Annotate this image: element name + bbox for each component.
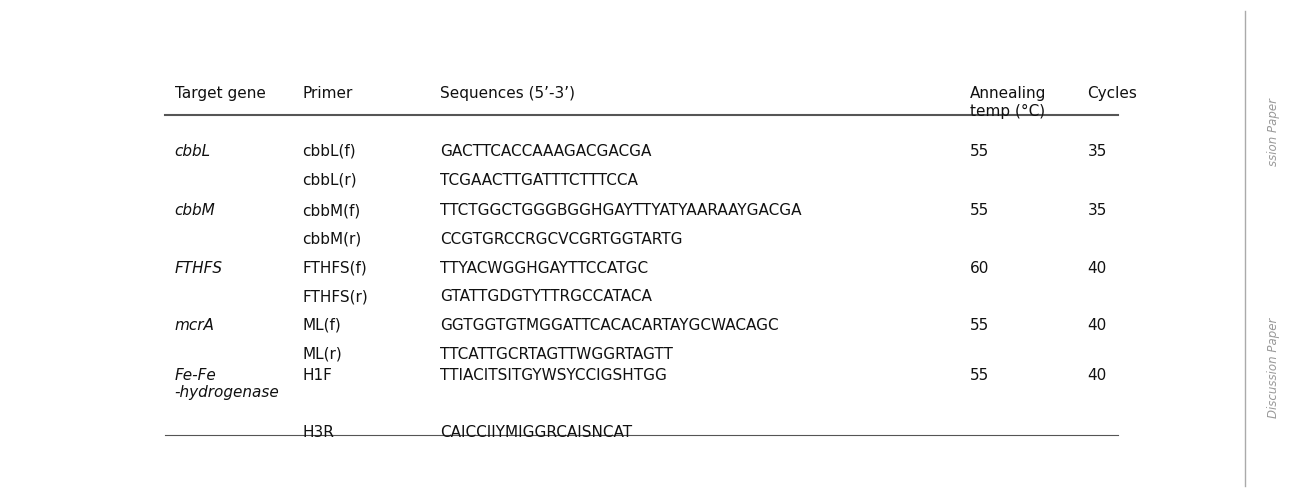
Text: FTHFS(f): FTHFS(f)	[303, 260, 367, 275]
Text: 55: 55	[970, 318, 990, 333]
Text: Fe-Fe
-hydrogenase: Fe-Fe -hydrogenase	[175, 368, 279, 400]
Text: TTYACWGGHGAYTTCCATGC: TTYACWGGHGAYTTCCATGC	[440, 260, 647, 275]
Text: cbbM(f): cbbM(f)	[303, 203, 361, 218]
Text: 55: 55	[970, 203, 990, 218]
Text: H1F: H1F	[303, 368, 332, 383]
Text: TTCTGGCTGGGBGGHGAYTTYATYAARAAYGACGA: TTCTGGCTGGGBGGHGAYTTYATYAARAAYGACGA	[440, 203, 801, 218]
Text: cbbL(r): cbbL(r)	[303, 172, 357, 187]
Text: cbbL(f): cbbL(f)	[303, 144, 355, 159]
Text: Sequences (5’-3’): Sequences (5’-3’)	[440, 86, 575, 101]
Text: 40: 40	[1087, 318, 1107, 333]
Text: TTIACITSITGYWSYCCIGSHTGG: TTIACITSITGYWSYCCIGSHTGG	[440, 368, 667, 383]
Text: cbbL: cbbL	[175, 144, 211, 159]
Text: 35: 35	[1087, 144, 1107, 159]
Text: GGTGGTGTMGGATTCACACARTAYGCWACAGC: GGTGGTGTMGGATTCACACARTAYGCWACAGC	[440, 318, 779, 333]
Text: TCGAACTTGATTTCTTTCCA: TCGAACTTGATTTCTTTCCA	[440, 172, 638, 187]
Text: H3R: H3R	[303, 425, 334, 440]
Text: Annealing
temp (°C): Annealing temp (°C)	[970, 86, 1046, 119]
Text: ML(r): ML(r)	[303, 347, 342, 362]
Text: GTATTGDGTYTTRGCCATACA: GTATTGDGTYTTRGCCATACA	[440, 289, 651, 304]
Text: 40: 40	[1087, 368, 1107, 383]
Text: GACTTCACCAAAGACGACGA: GACTTCACCAAAGACGACGA	[440, 144, 651, 159]
Text: mcrA: mcrA	[175, 318, 215, 333]
Text: TTCATTGCRTAGTTWGGRTAGTT: TTCATTGCRTAGTTWGGRTAGTT	[440, 347, 672, 362]
Text: 60: 60	[970, 260, 990, 275]
Text: ssion Paper: ssion Paper	[1267, 98, 1280, 166]
Text: CCGTGRCCRGCVCGRTGGTARTG: CCGTGRCCRGCVCGRTGGTARTG	[440, 232, 683, 247]
Text: Cycles: Cycles	[1087, 86, 1137, 101]
Text: Target gene: Target gene	[175, 86, 266, 101]
Text: ML(f): ML(f)	[303, 318, 341, 333]
Text: Discussion Paper: Discussion Paper	[1267, 318, 1280, 418]
Text: 55: 55	[970, 368, 990, 383]
Text: FTHFS: FTHFS	[175, 260, 222, 275]
Text: CAICCIIYMIGGRCAISNCAT: CAICCIIYMIGGRCAISNCAT	[440, 425, 632, 440]
Text: cbbM: cbbM	[175, 203, 216, 218]
Text: Primer: Primer	[303, 86, 353, 101]
Text: 35: 35	[1087, 203, 1107, 218]
Text: FTHFS(r): FTHFS(r)	[303, 289, 368, 304]
Text: 55: 55	[970, 144, 990, 159]
Text: cbbM(r): cbbM(r)	[303, 232, 362, 247]
Text: 40: 40	[1087, 260, 1107, 275]
